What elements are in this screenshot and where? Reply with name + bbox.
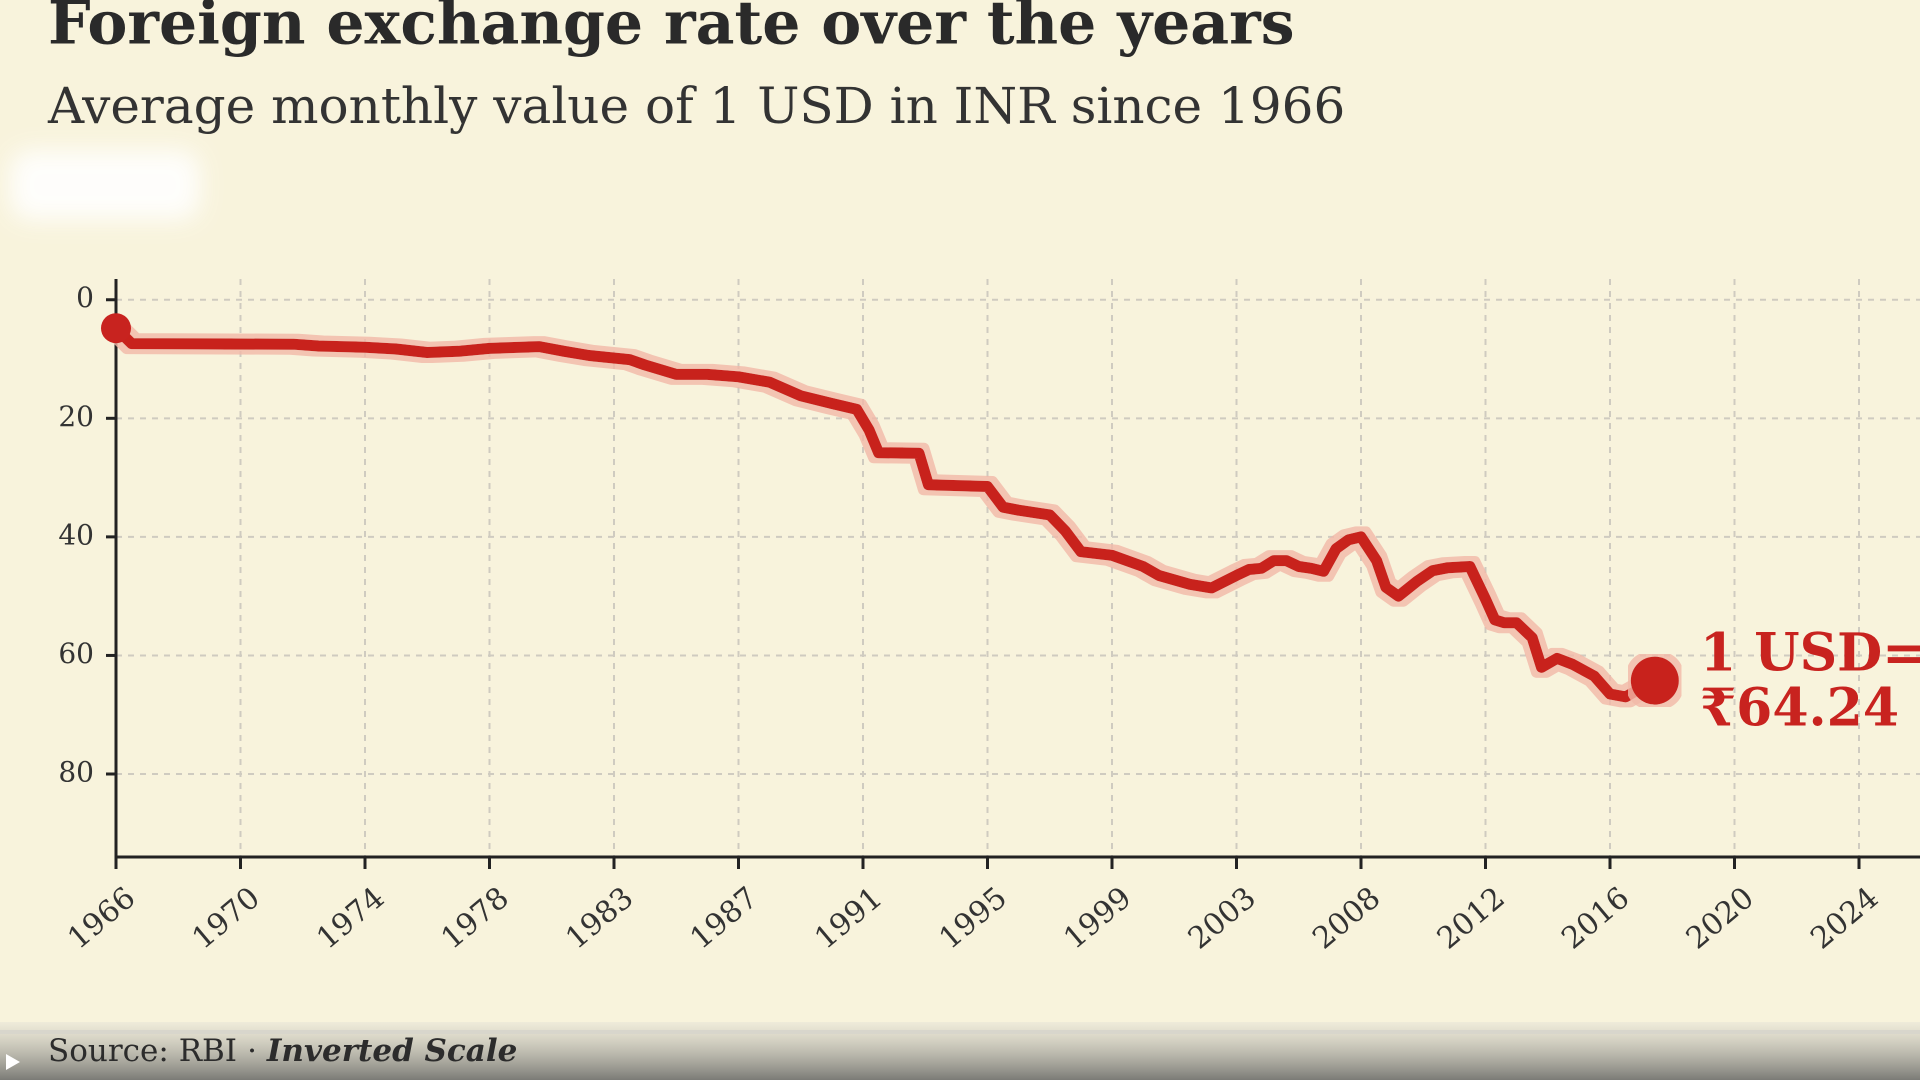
start-point (101, 313, 131, 344)
end-point (1630, 656, 1679, 705)
source: Source: RBI · Inverted Scale (48, 1033, 517, 1069)
annotation: ₹64.24 (1700, 678, 1899, 739)
chart-subtitle: Average monthly value of 1 USD in INR si… (47, 77, 1345, 135)
y-tick-label: 0 (76, 281, 94, 314)
source-separator: · (247, 1033, 257, 1069)
progress-track (0, 1030, 1920, 1034)
y-tick-label: 20 (58, 400, 94, 433)
y-tick-label: 80 (58, 756, 94, 789)
y-tick-label: 60 (58, 637, 94, 670)
chart-title: Foreign exchange rate over the years (48, 0, 1295, 59)
source-note: Inverted Scale (266, 1033, 517, 1069)
source-text: Source: RBI (48, 1033, 237, 1069)
line (110, 322, 1661, 703)
annotation: 1 USD= (1700, 623, 1920, 684)
play-button[interactable] (6, 1054, 20, 1070)
y-tick-label: 40 (58, 518, 94, 551)
blur-patch (10, 150, 200, 220)
